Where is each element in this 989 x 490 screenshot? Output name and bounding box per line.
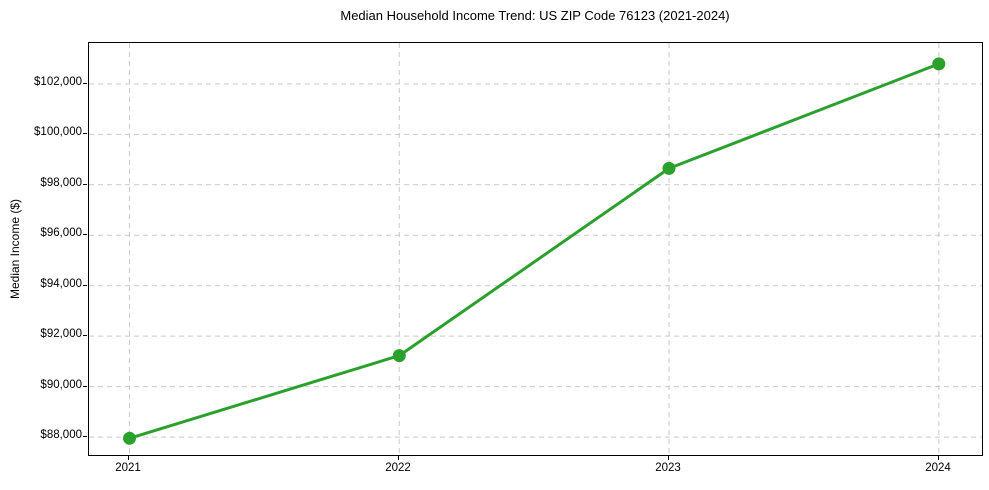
- x-tick-mark: [938, 456, 939, 460]
- x-tick-label: 2021: [115, 462, 141, 474]
- x-tick-label: 2023: [655, 462, 681, 474]
- y-tick-mark: [83, 285, 87, 286]
- y-tick-label: $96,000: [40, 227, 82, 239]
- x-tick-mark: [398, 456, 399, 460]
- y-tick-label: $94,000: [40, 278, 82, 290]
- income-line-series: [128, 62, 941, 440]
- plot-svg: [89, 43, 982, 455]
- y-tick-label: $92,000: [40, 328, 82, 340]
- y-tick-label: $90,000: [40, 379, 82, 391]
- x-tick-label: 2022: [385, 462, 411, 474]
- y-tick-label: $102,000: [34, 76, 82, 88]
- y-tick-mark: [83, 83, 87, 84]
- x-tick-label: 2024: [925, 462, 951, 474]
- plot-area: [88, 42, 983, 456]
- y-tick-mark: [83, 386, 87, 387]
- y-tick-label: $98,000: [40, 177, 82, 189]
- y-tick-mark: [83, 335, 87, 336]
- y-tick-mark: [83, 184, 87, 185]
- y-tick-mark: [83, 234, 87, 235]
- data-point-marker: [662, 161, 676, 175]
- y-tick-label: $100,000: [34, 126, 82, 138]
- data-point-marker: [123, 431, 136, 445]
- x-tick-mark: [668, 456, 669, 460]
- y-tick-mark: [83, 436, 87, 437]
- y-tick-label: $88,000: [40, 429, 82, 441]
- x-tick-mark: [128, 456, 129, 460]
- data-point-marker: [932, 57, 946, 71]
- data-point-marker: [392, 349, 406, 363]
- chart-title: Median Household Income Trend: US ZIP Co…: [340, 8, 730, 23]
- y-tick-mark: [83, 133, 87, 134]
